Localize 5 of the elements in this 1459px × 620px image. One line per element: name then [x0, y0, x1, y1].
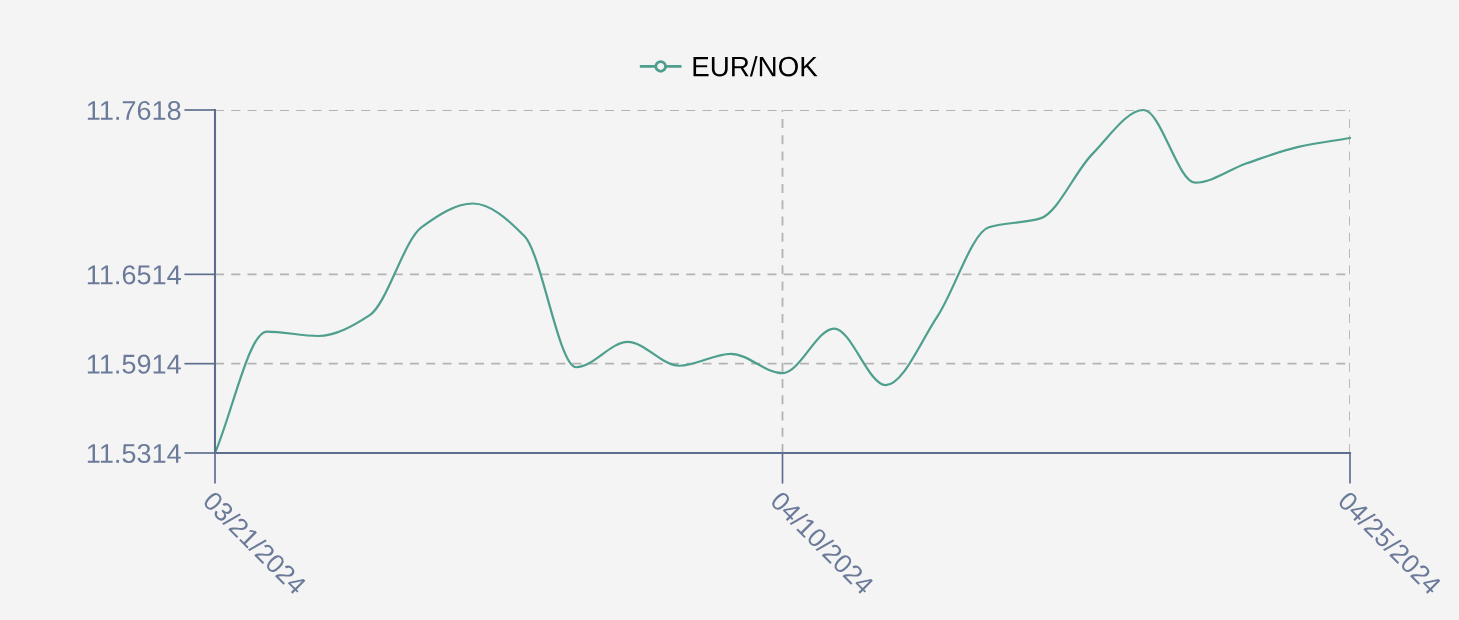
y-tick-label: 11.5314	[87, 443, 181, 464]
y-tick-label: 11.5914	[87, 354, 181, 374]
y-tick-label: 11.6514	[87, 265, 181, 285]
legend-label: EUR/NOK	[693, 56, 818, 77]
y-tick-label: 11.7618	[87, 100, 181, 121]
